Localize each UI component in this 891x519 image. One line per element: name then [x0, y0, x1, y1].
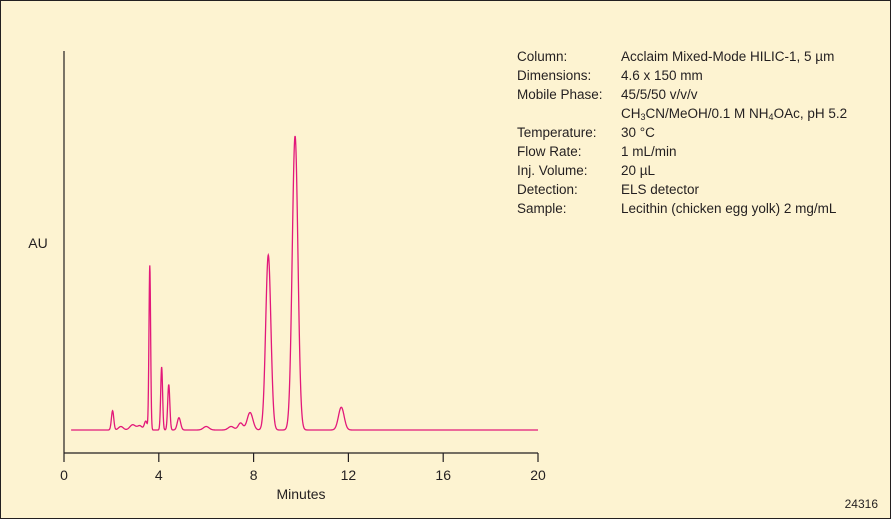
figure-id: 24316: [845, 497, 879, 511]
temperature-label: Temperature:: [517, 125, 597, 140]
mobile-phase-composition: CH3CN/MeOH/0.1 M NH4OAc, pH 5.2: [621, 106, 848, 122]
column-label: Column:: [517, 49, 568, 64]
condition-row-flow-rate: Flow Rate: 1 mL/min: [517, 142, 847, 161]
flow-rate-label: Flow Rate:: [517, 144, 582, 159]
x-tick-label: 8: [250, 467, 258, 483]
detection-label: Detection:: [517, 182, 578, 197]
x-axis-title: Minutes: [276, 486, 325, 502]
mobile-phase-label: Mobile Phase:: [517, 87, 603, 102]
condition-row-dimensions: Dimensions: 4.6 x 150 mm: [517, 66, 847, 85]
inj-volume-value: 20 µL: [621, 163, 656, 178]
x-tick-label: 16: [435, 467, 451, 483]
condition-row-sample: Sample: Lecithin (chicken egg yolk) 2 mg…: [517, 199, 847, 218]
inj-volume-label: Inj. Volume:: [517, 163, 588, 178]
condition-row-inj-volume: Inj. Volume: 20 µL: [517, 161, 847, 180]
flow-rate-value: 1 mL/min: [621, 144, 677, 159]
condition-row-temperature: Temperature: 30 °C: [517, 123, 847, 142]
column-value: Acclaim Mixed-Mode HILIC-1, 5 µm: [621, 49, 835, 64]
detection-value: ELS detector: [621, 182, 700, 197]
x-tick-label: 0: [60, 467, 68, 483]
dimensions-label: Dimensions:: [517, 68, 592, 83]
dimensions-value: 4.6 x 150 mm: [621, 68, 703, 83]
chromatogram-trace: [71, 135, 538, 431]
x-tick-label: 4: [155, 467, 163, 483]
conditions-block: Column: Acclaim Mixed-Mode HILIC-1, 5 µm…: [517, 47, 847, 218]
condition-row-detection: Detection: ELS detector: [517, 180, 847, 199]
sample-label: Sample:: [517, 201, 567, 216]
temperature-value: 30 °C: [621, 125, 655, 140]
x-tick-label: 12: [341, 467, 357, 483]
y-axis-title: AU: [28, 235, 47, 251]
sample-value: Lecithin (chicken egg yolk) 2 mg/mL: [621, 201, 837, 216]
condition-row-mobile-phase: Mobile Phase: 45/5/50 v/v/v: [517, 85, 847, 104]
mobile-phase-value: 45/5/50 v/v/v: [621, 87, 698, 102]
condition-row-column: Column: Acclaim Mixed-Mode HILIC-1, 5 µm: [517, 47, 847, 66]
condition-row-mobile-phase-2: CH3CN/MeOH/0.1 M NH4OAc, pH 5.2: [517, 104, 847, 123]
x-tick-label: 20: [530, 467, 546, 483]
